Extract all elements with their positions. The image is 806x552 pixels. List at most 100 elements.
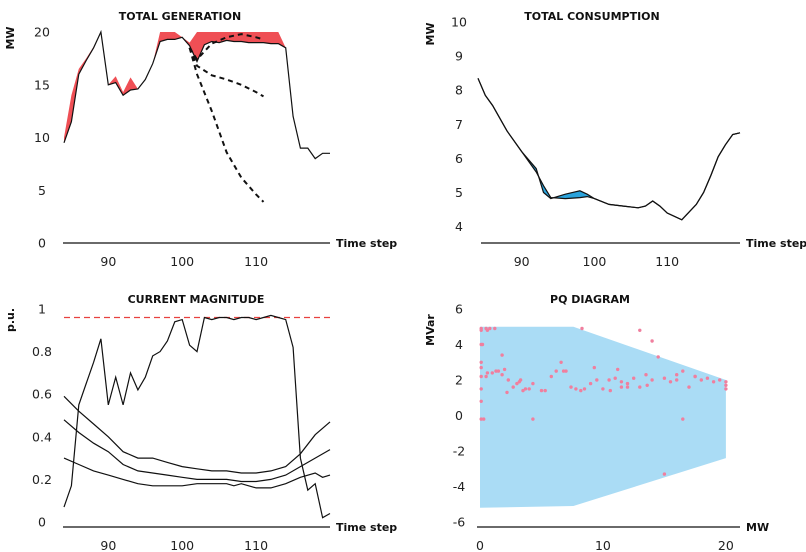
pq-point (607, 378, 611, 382)
panel-current-magnitude: CURRENT MAGNITUDE p.u. Time step 90 100 11… (4, 293, 397, 552)
pq-point (718, 378, 722, 382)
pq-point (531, 381, 535, 386)
current-line (63, 395, 331, 474)
y-axis-label: MVar (424, 314, 437, 346)
forecast-line (188, 47, 265, 98)
y-tick-label: 6 (455, 151, 463, 166)
actual-generation-line (63, 29, 330, 160)
forecast-line (188, 33, 264, 62)
pq-point (564, 369, 568, 373)
tick-labels: 0 10 20 -6 -4 -2 0 2 4 6 (453, 302, 734, 552)
x-tick-label: 0 (476, 538, 484, 552)
pq-point (559, 360, 563, 364)
y-axis-label: MW (4, 26, 17, 49)
pq-point (479, 417, 483, 421)
x-tick-label: 90 (100, 254, 116, 269)
pq-point (675, 378, 679, 382)
pq-point (479, 399, 483, 403)
pq-point (480, 342, 485, 347)
tick-labels: 90 100 110 0 0.2 0.4 0.6 0.8 1 (32, 302, 268, 552)
reference-consumption-line (477, 78, 741, 221)
pq-point (496, 369, 501, 373)
pq-point (511, 385, 515, 389)
y-tick-label: 2 (455, 373, 463, 388)
pq-point (479, 360, 483, 364)
pq-point (574, 387, 578, 391)
pq-points (479, 326, 728, 476)
consumption-area (478, 78, 740, 220)
pq-point (601, 387, 605, 391)
y-tick-label: 0.8 (32, 344, 52, 359)
y-tick-label: 5 (38, 183, 46, 198)
y-tick-label: 6 (455, 302, 463, 317)
pq-point (650, 378, 654, 382)
pq-point (705, 376, 710, 380)
pq-point (668, 380, 673, 384)
y-tick-label: 0 (38, 515, 46, 530)
pq-capability-region (480, 326, 726, 508)
pq-point (681, 369, 685, 373)
pq-point (515, 381, 519, 386)
pq-point (625, 385, 630, 389)
pq-point (561, 369, 566, 373)
x-axis-label: Time step (336, 237, 397, 250)
pq-point (662, 376, 667, 380)
chart-title: PQ DIAGRAM (550, 293, 630, 306)
y-tick-label: -4 (453, 479, 466, 494)
pq-point (518, 378, 523, 382)
pq-point (592, 365, 596, 370)
y-tick-label: 0.2 (32, 472, 52, 487)
chart-title: TOTAL GENERATION (119, 10, 241, 23)
pq-point (681, 417, 685, 421)
x-tick-label: 110 (655, 254, 679, 269)
y-tick-label: 8 (455, 83, 463, 98)
pq-point (613, 376, 617, 380)
curtailment-area (64, 32, 330, 159)
panel-total-generation: TOTAL GENERATION MW Time step 90 100 110 0 5… (4, 10, 397, 269)
pq-point (650, 339, 654, 343)
pq-point (482, 417, 486, 421)
pq-point (711, 380, 716, 384)
consumption-line (477, 78, 741, 221)
pq-point (484, 374, 488, 379)
y-tick-label: 5 (455, 185, 463, 200)
pq-point (569, 385, 573, 389)
pq-point (644, 373, 648, 377)
pq-point (656, 355, 660, 359)
x-axis-label: Time step (746, 237, 806, 250)
y-tick-label: 4 (455, 219, 463, 234)
current-line (63, 314, 331, 519)
pq-point (619, 380, 624, 384)
x-tick-label: 100 (170, 254, 194, 269)
pq-point (580, 326, 584, 331)
x-tick-label: 100 (170, 538, 194, 552)
pq-point (638, 385, 642, 389)
consumption-deviation-area (478, 78, 740, 220)
pq-point (527, 387, 531, 391)
generation-curtailment-area (64, 32, 330, 159)
pq-point (479, 365, 483, 370)
pq-point (521, 388, 525, 393)
y-tick-label: 4 (455, 337, 463, 352)
tick-labels: 90 100 110 0 5 10 15 20 (34, 25, 268, 270)
pq-point (502, 367, 507, 372)
pq-point (500, 353, 504, 357)
panel-pq-diagram: PQ DIAGRAM MVar MW 0 10 20 -6 -4 -2 0 2 4 6 (424, 293, 769, 552)
y-axis-label: p.u. (4, 308, 17, 332)
pq-point (724, 380, 728, 384)
x-tick-label: 10 (595, 538, 611, 552)
x-tick-label: 110 (244, 538, 268, 552)
pq-point (485, 328, 490, 332)
pq-point (479, 387, 483, 391)
pq-point (608, 388, 612, 393)
pq-point (554, 369, 558, 373)
pq-point (616, 367, 620, 372)
chart-title: CURRENT MAGNITUDE (128, 293, 265, 306)
pq-point (490, 371, 494, 375)
y-tick-label: 1 (38, 302, 46, 317)
y-tick-label: -6 (453, 515, 466, 530)
y-tick-label: 10 (34, 130, 50, 145)
pq-point (619, 385, 624, 389)
y-tick-label: 10 (451, 15, 467, 30)
y-tick-label: 0.6 (32, 387, 52, 402)
